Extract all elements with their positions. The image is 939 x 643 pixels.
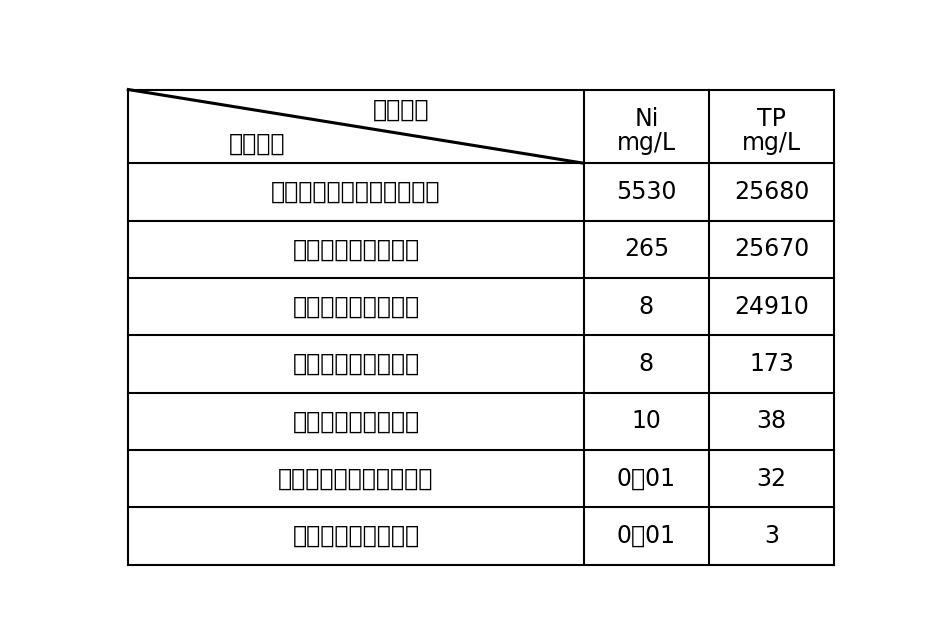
Text: mg/L: mg/L <box>742 131 801 154</box>
Text: 24910: 24910 <box>734 294 809 319</box>
Text: 5530: 5530 <box>616 180 677 204</box>
Text: 水质指标: 水质指标 <box>373 98 430 122</box>
Text: 除镍螯合树脂罐的出液口: 除镍螯合树脂罐的出液口 <box>278 467 434 491</box>
Text: 取样位置: 取样位置 <box>228 131 285 156</box>
Text: mg/L: mg/L <box>617 131 676 154</box>
Text: 265: 265 <box>623 237 670 261</box>
Text: 10: 10 <box>632 410 661 433</box>
Text: TP: TP <box>757 107 786 131</box>
Text: 8: 8 <box>639 352 654 376</box>
Text: Ni: Ni <box>634 107 658 131</box>
Text: 废液收集池的出液口: 废液收集池的出液口 <box>292 410 420 433</box>
Text: 38: 38 <box>757 410 787 433</box>
Text: 除镍电解槽的出液口: 除镍电解槽的出液口 <box>292 237 420 261</box>
Text: 除镍压滤机的出液口: 除镍压滤机的出液口 <box>292 294 420 319</box>
Text: 173: 173 <box>749 352 794 376</box>
Text: 化学镍母液收集槽的出液口: 化学镍母液收集槽的出液口 <box>271 180 440 204</box>
Text: 8: 8 <box>639 294 654 319</box>
Text: 0．01: 0．01 <box>617 524 676 548</box>
Text: 除磷沉淀池的出液口: 除磷沉淀池的出液口 <box>292 524 420 548</box>
Text: 除磷压滤机的出液口: 除磷压滤机的出液口 <box>292 352 420 376</box>
Text: 25670: 25670 <box>734 237 809 261</box>
Text: 3: 3 <box>764 524 779 548</box>
Text: 0．01: 0．01 <box>617 467 676 491</box>
Text: 32: 32 <box>757 467 787 491</box>
Text: 25680: 25680 <box>734 180 809 204</box>
